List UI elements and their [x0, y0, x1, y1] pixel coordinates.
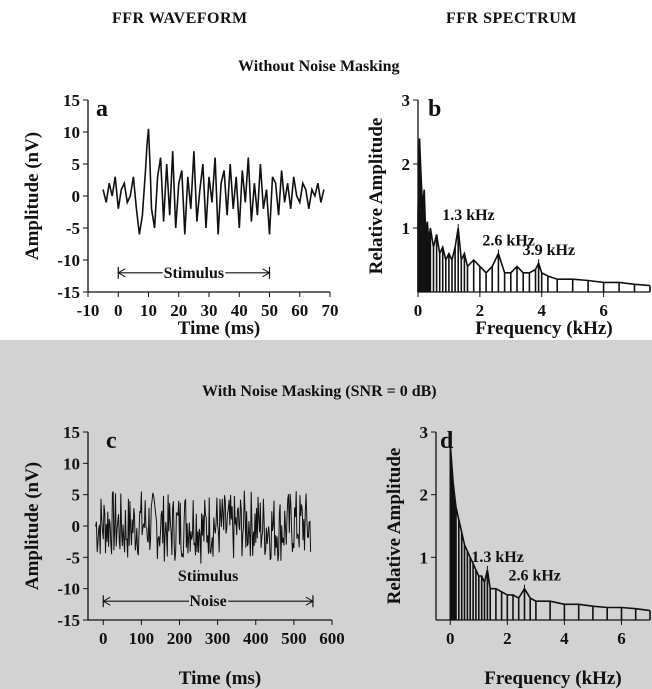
y-tick-label-c: -10 — [57, 580, 80, 599]
panel-a — [83, 99, 331, 297]
x-tick-label-a: 40 — [231, 301, 248, 320]
y-tick-label-c: 0 — [72, 517, 81, 536]
x-tick-label-c: 500 — [281, 629, 307, 648]
y-tick-label-c: -15 — [57, 611, 80, 630]
x-tick-label-a: -10 — [77, 301, 100, 320]
x-axis-label-d: Frequency (kHz) — [484, 668, 621, 689]
annotation-arrow-c — [102, 596, 111, 606]
annotation-arrow-c — [305, 596, 314, 606]
x-tick-label-a: 0 — [114, 301, 123, 320]
y-tick-label-d: 1 — [420, 548, 429, 567]
series-line-a — [102, 128, 325, 235]
waveform-header: FFR WAVEFORM — [112, 10, 248, 27]
x-tick-label-d: 0 — [446, 629, 455, 648]
x-tick-label-d: 4 — [560, 629, 569, 648]
panel-b — [413, 99, 651, 297]
y-tick-label-a: -15 — [57, 283, 80, 302]
x-tick-label-c: 400 — [243, 629, 269, 648]
section-title-without-noise: Without Noise Masking — [238, 58, 400, 75]
series-line-d — [449, 444, 651, 620]
y-axis-label-d: Relative Amplitude — [384, 448, 405, 605]
x-tick-label-a: 60 — [291, 301, 308, 320]
y-tick-label-b: 2 — [402, 155, 411, 174]
y-tick-label-d: 3 — [420, 423, 429, 442]
x-tick-label-b: 4 — [537, 301, 546, 320]
annotation-label-b: 2.6 kHz — [482, 233, 534, 250]
x-tick-label-c: 600 — [319, 629, 345, 648]
bottom-section-background — [0, 340, 652, 689]
x-tick-label-a: 50 — [261, 301, 278, 320]
x-tick-label-b: 6 — [599, 301, 608, 320]
panel-letter-a: a — [96, 96, 108, 122]
x-tick-label-b: 2 — [476, 301, 485, 320]
x-tick-label-c: 100 — [129, 629, 155, 648]
x-axis-label-b: Frequency (kHz) — [475, 318, 612, 339]
x-tick-label-a: 30 — [201, 301, 218, 320]
annotation-label-d: 2.6 kHz — [508, 568, 560, 585]
y-tick-label-a: -10 — [57, 251, 80, 270]
panel-letter-b: b — [428, 96, 441, 122]
y-tick-label-c: -5 — [66, 548, 80, 567]
y-tick-label-b: 3 — [402, 91, 411, 110]
y-axis-label-b: Relative Amplitude — [366, 118, 387, 275]
panel-c — [83, 431, 333, 625]
panel-d — [431, 431, 651, 625]
y-tick-label-c: 10 — [63, 454, 80, 473]
annotation-arrow-a — [117, 268, 126, 278]
x-tick-label-d: 2 — [503, 629, 512, 648]
x-axis-label-a: Time (ms) — [178, 318, 261, 339]
annotation-label-b: 1.3 kHz — [442, 207, 494, 224]
y-tick-label-d: 2 — [420, 486, 429, 505]
series-line-b — [417, 138, 651, 292]
y-tick-label-a: 0 — [72, 187, 81, 206]
panel-letter-d: d — [440, 428, 454, 454]
x-tick-label-c: 200 — [167, 629, 193, 648]
annotation-label-d: 1.3 kHz — [471, 549, 523, 566]
x-tick-label-c: 300 — [205, 629, 231, 648]
annotation-arrow-c — [210, 571, 219, 581]
y-tick-label-c: 5 — [72, 486, 81, 505]
annotation-arrow-c — [197, 571, 206, 581]
x-tick-label-d: 6 — [617, 629, 626, 648]
x-tick-label-b: 0 — [414, 301, 423, 320]
annotation-label-c: Stimulus — [178, 568, 238, 585]
annotation-label-a: Stimulus — [164, 265, 224, 282]
section-title-with-noise: With Noise Masking (SNR = 0 dB) — [202, 383, 437, 400]
y-tick-label-a: 15 — [63, 91, 80, 110]
y-tick-label-a: 10 — [63, 123, 80, 142]
panel-letter-c: c — [106, 428, 117, 454]
y-tick-label-c: 15 — [63, 423, 80, 442]
spectrum-header: FFR SPECTRUM — [446, 10, 577, 27]
y-tick-label-a: 5 — [72, 155, 81, 174]
y-axis-label-c: Amplitude (nV) — [22, 462, 43, 590]
y-tick-label-b: 1 — [402, 219, 411, 238]
y-tick-label-a: -5 — [66, 219, 80, 238]
annotation-arrow-a — [262, 268, 271, 278]
x-tick-label-c: 0 — [99, 629, 108, 648]
top-section-background — [0, 0, 652, 340]
x-tick-label-a: 10 — [140, 301, 157, 320]
annotation-label-b: 3.9 kHz — [523, 242, 575, 259]
x-tick-label-a: 70 — [322, 301, 339, 320]
series-line-c — [95, 490, 312, 564]
y-axis-label-a: Amplitude (nV) — [22, 132, 43, 260]
x-axis-label-c: Time (ms) — [179, 668, 262, 689]
annotation-label-c: Noise — [189, 593, 226, 610]
x-tick-label-a: 20 — [170, 301, 187, 320]
